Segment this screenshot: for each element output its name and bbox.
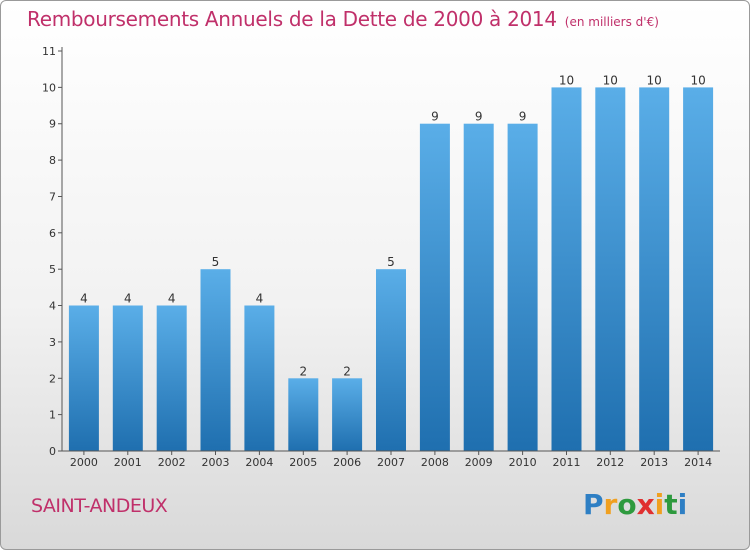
proxiti-logo[interactable]: Proxiti bbox=[583, 488, 687, 521]
logo-letter: t bbox=[664, 488, 678, 521]
logo-letter: i bbox=[654, 488, 665, 521]
y-tick-9: 9 bbox=[49, 118, 56, 131]
bar-2012 bbox=[595, 87, 626, 452]
data-label-2000: 4 bbox=[80, 292, 88, 306]
bar-2002 bbox=[156, 305, 187, 451]
y-tick-6: 6 bbox=[49, 227, 56, 240]
chart-title-text: Remboursements Annuels de la Dette de 20… bbox=[27, 7, 557, 31]
bar-2013 bbox=[639, 87, 670, 452]
x-tick-2013: 2013 bbox=[640, 456, 668, 469]
y-tick-8: 8 bbox=[49, 154, 56, 167]
bar-2005 bbox=[288, 378, 319, 451]
bar-2010 bbox=[507, 123, 538, 451]
x-tick-2003: 2003 bbox=[202, 456, 230, 469]
x-tick-2006: 2006 bbox=[333, 456, 361, 469]
bar-2000 bbox=[68, 305, 99, 451]
logo-letter: P bbox=[583, 488, 604, 521]
bar-2004 bbox=[244, 305, 275, 451]
y-tick-5: 5 bbox=[49, 263, 56, 276]
bars-layer bbox=[68, 87, 714, 452]
data-label-2003: 5 bbox=[212, 255, 220, 269]
data-label-2012: 10 bbox=[603, 73, 618, 87]
chart-title: Remboursements Annuels de la Dette de 20… bbox=[27, 7, 659, 31]
data-label-2001: 4 bbox=[124, 292, 132, 306]
data-label-2009: 9 bbox=[475, 110, 483, 124]
y-tick-1: 1 bbox=[49, 409, 56, 422]
x-tick-2002: 2002 bbox=[158, 456, 186, 469]
data-label-2010: 9 bbox=[519, 110, 527, 124]
bar-2006 bbox=[332, 378, 363, 451]
data-label-2008: 9 bbox=[431, 110, 439, 124]
bar-2001 bbox=[112, 305, 143, 451]
logo-letter: r bbox=[603, 488, 618, 521]
data-label-2014: 10 bbox=[690, 73, 705, 87]
bar-2009 bbox=[463, 123, 494, 451]
y-tick-3: 3 bbox=[49, 336, 56, 349]
y-tick-2: 2 bbox=[49, 372, 56, 385]
x-tick-2004: 2004 bbox=[245, 456, 273, 469]
y-tick-11: 11 bbox=[42, 45, 56, 58]
bar-2007 bbox=[376, 269, 406, 451]
data-label-2006: 2 bbox=[343, 364, 351, 378]
chart-subtitle: (en milliers d'€) bbox=[564, 15, 659, 29]
data-label-2002: 4 bbox=[168, 292, 176, 306]
labels-layer: 4 2000 4 2001 4 2002 5 2003 4 2004 2 2005 2 2006 5 2007… bbox=[42, 45, 712, 469]
x-tick-2001: 2001 bbox=[114, 456, 142, 469]
bar-2011 bbox=[551, 87, 582, 452]
logo-letter: o bbox=[617, 488, 637, 521]
data-label-2005: 2 bbox=[299, 364, 307, 378]
bar-2008 bbox=[419, 123, 450, 451]
x-tick-2014: 2014 bbox=[684, 456, 712, 469]
x-tick-2012: 2012 bbox=[596, 456, 624, 469]
data-label-2007: 5 bbox=[387, 255, 395, 269]
x-tick-2009: 2009 bbox=[465, 456, 493, 469]
x-tick-2010: 2010 bbox=[509, 456, 537, 469]
data-label-2013: 10 bbox=[647, 73, 662, 87]
axes-layer bbox=[58, 47, 720, 455]
x-tick-2005: 2005 bbox=[289, 456, 317, 469]
bar-2014 bbox=[683, 87, 714, 452]
data-label-2004: 4 bbox=[256, 292, 264, 306]
bar-2003 bbox=[200, 269, 231, 451]
y-tick-4: 4 bbox=[49, 300, 56, 313]
x-tick-2008: 2008 bbox=[421, 456, 449, 469]
y-tick-10: 10 bbox=[42, 81, 56, 94]
y-tick-0: 0 bbox=[49, 445, 56, 458]
logo-letter: i bbox=[677, 488, 688, 521]
logo-letter: x bbox=[636, 488, 655, 521]
y-tick-7: 7 bbox=[49, 191, 56, 204]
x-tick-2011: 2011 bbox=[553, 456, 581, 469]
commune-name: SAINT-ANDEUX bbox=[31, 495, 168, 517]
x-tick-2000: 2000 bbox=[70, 456, 98, 469]
x-tick-2007: 2007 bbox=[377, 456, 405, 469]
data-label-2011: 10 bbox=[559, 73, 574, 87]
